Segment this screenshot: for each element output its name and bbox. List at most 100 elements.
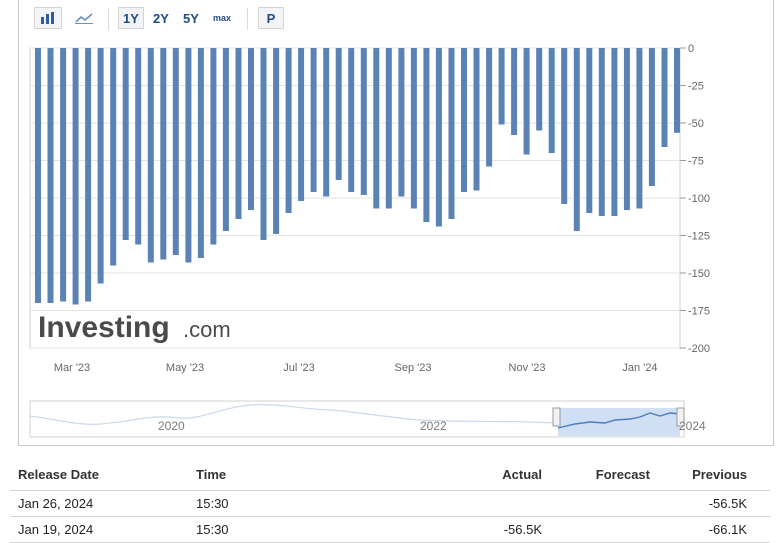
- bar[interactable]: [648, 48, 655, 186]
- table-row: Jan 26, 2024 15:30 -56.5K: [0, 491, 776, 517]
- bar[interactable]: [135, 48, 142, 245]
- y-tick-label: -150: [688, 268, 710, 280]
- navigator-selection-line: [557, 412, 681, 429]
- range-2y-button[interactable]: 2Y: [153, 10, 169, 26]
- bar[interactable]: [523, 48, 530, 155]
- bar[interactable]: [561, 48, 568, 204]
- header-time: Time: [196, 467, 227, 482]
- y-tick-label: 0: [688, 43, 694, 55]
- divider: [10, 516, 770, 517]
- bar[interactable]: [473, 48, 480, 191]
- y-tick-label: -125: [688, 231, 710, 243]
- y-tick-label: -50: [688, 118, 704, 130]
- bar-chart: 0 -25 -50 -75 -100 -125 -150 -175 -200 Mar '23 Ma…: [29, 43, 710, 438]
- bar[interactable]: [85, 48, 92, 302]
- navigator-selection[interactable]: [558, 408, 680, 436]
- bar[interactable]: [674, 48, 680, 133]
- bar[interactable]: [573, 48, 580, 231]
- bar[interactable]: [536, 48, 543, 131]
- bar[interactable]: [185, 48, 192, 263]
- header-forecast: Forecast: [595, 467, 650, 482]
- investing-watermark: Investing .com: [38, 311, 231, 344]
- row-time: 15:30: [196, 522, 229, 537]
- bar[interactable]: [273, 48, 280, 234]
- table-header: Release Date Time Actual Forecast Previo…: [0, 462, 776, 488]
- bar[interactable]: [197, 48, 204, 258]
- bar[interactable]: [298, 48, 305, 201]
- bar[interactable]: [435, 48, 442, 227]
- bar[interactable]: [373, 48, 380, 209]
- header-actual: Actual: [502, 467, 542, 482]
- navigator-left-handle[interactable]: [552, 407, 561, 427]
- bar[interactable]: [423, 48, 430, 222]
- bar[interactable]: [598, 48, 605, 216]
- row-date: Jan 26, 2024: [18, 496, 94, 511]
- bar[interactable]: [335, 48, 342, 180]
- bar-chart-icon[interactable]: [34, 7, 62, 29]
- bar[interactable]: [222, 48, 229, 231]
- bar[interactable]: [636, 48, 643, 209]
- bar[interactable]: [72, 48, 79, 305]
- chart-toolbar: 1Y 2Y 5Y max P: [18, 0, 418, 36]
- header-previous: Previous: [692, 467, 747, 482]
- bar[interactable]: [147, 48, 154, 263]
- bar[interactable]: [172, 48, 179, 255]
- x-tick-label: Nov '23: [509, 362, 546, 374]
- line-chart-icon[interactable]: [70, 7, 98, 29]
- bar[interactable]: [235, 48, 242, 219]
- bar[interactable]: [661, 48, 668, 147]
- bar[interactable]: [611, 48, 618, 216]
- navigator[interactable]: 2020 2022 2024: [29, 400, 706, 438]
- bar[interactable]: [461, 48, 467, 192]
- bar[interactable]: [511, 48, 518, 135]
- toolbar-divider: [247, 8, 248, 30]
- x-tick-label: Jan '24: [622, 362, 657, 374]
- bar[interactable]: [35, 48, 41, 303]
- bar[interactable]: [122, 48, 129, 240]
- bar[interactable]: [360, 48, 367, 195]
- header-release-date: Release Date: [18, 467, 99, 482]
- x-tick-label: May '23: [166, 362, 204, 374]
- bar[interactable]: [97, 48, 104, 284]
- y-tick-label: -200: [688, 343, 710, 355]
- navigator-history-line: [29, 404, 557, 425]
- bar[interactable]: [110, 48, 117, 266]
- bar[interactable]: [323, 48, 330, 197]
- bar[interactable]: [548, 48, 555, 153]
- bar[interactable]: [398, 48, 405, 197]
- navigator-label-2022: 2022: [420, 419, 447, 433]
- divider: [10, 490, 770, 491]
- navigator-right-handle[interactable]: [676, 407, 685, 427]
- bar[interactable]: [448, 48, 455, 219]
- row-previous: -66.1K: [708, 522, 747, 537]
- y-tick-label: -100: [688, 193, 710, 205]
- range-5y-button[interactable]: 5Y: [183, 10, 199, 26]
- bar[interactable]: [160, 48, 167, 260]
- bar[interactable]: [248, 48, 254, 210]
- watermark-brand: Investing: [38, 311, 170, 344]
- bar[interactable]: [285, 48, 292, 213]
- bar[interactable]: [348, 48, 355, 192]
- range-max-button[interactable]: max: [212, 13, 231, 23]
- bar[interactable]: [60, 48, 67, 302]
- bar[interactable]: [47, 48, 54, 303]
- x-tick-label: Mar '23: [54, 362, 90, 374]
- bar[interactable]: [623, 48, 630, 210]
- range-1y-button[interactable]: 1Y: [118, 7, 144, 29]
- row-time: 15:30: [196, 496, 229, 511]
- row-previous: -56.5K: [708, 496, 747, 511]
- p-button[interactable]: P: [258, 7, 284, 29]
- bar[interactable]: [586, 48, 593, 213]
- row-actual: -56.5K: [503, 522, 542, 537]
- bar[interactable]: [210, 48, 217, 245]
- bar[interactable]: [486, 48, 493, 167]
- bar[interactable]: [498, 48, 505, 125]
- x-tick-label: Sep '23: [395, 362, 432, 374]
- y-tick-label: -25: [688, 81, 704, 93]
- toolbar-divider: [108, 8, 109, 30]
- bar[interactable]: [260, 48, 267, 240]
- bar[interactable]: [310, 48, 317, 192]
- bar[interactable]: [385, 48, 392, 209]
- navigator-label-2020: 2020: [158, 419, 185, 433]
- bar[interactable]: [410, 48, 417, 209]
